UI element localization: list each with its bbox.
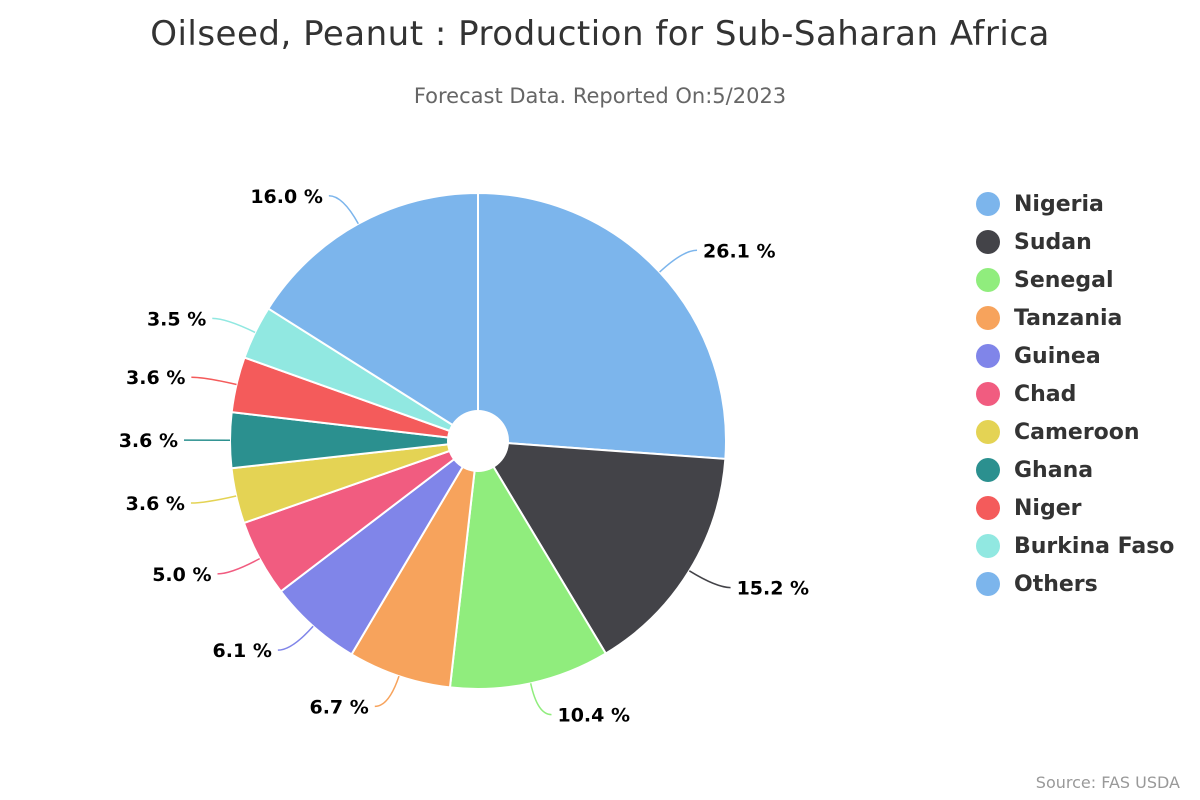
legend-label: Tanzania xyxy=(1014,305,1123,331)
pie-center-hole xyxy=(447,410,509,472)
legend-item-others[interactable]: Others xyxy=(976,565,1174,603)
legend-item-nigeria[interactable]: Nigeria xyxy=(976,185,1174,223)
slice-label: 15.2 % xyxy=(737,578,810,600)
legend-label: Ghana xyxy=(1014,457,1094,483)
legend-label: Nigeria xyxy=(1014,191,1104,217)
legend-swatch xyxy=(976,496,1000,520)
slice-label: 6.7 % xyxy=(309,696,368,718)
legend-swatch xyxy=(976,230,1000,254)
slice-labels: 26.1 % 15.2 % 10.4 % 6.7 % 6.1 % 5.0 % 3.6 % 3.… xyxy=(119,186,809,727)
legend-label: Chad xyxy=(1014,381,1077,407)
legend-swatch xyxy=(976,458,1000,482)
legend-label: Others xyxy=(1014,571,1098,597)
legend-swatch xyxy=(976,382,1000,406)
legend-swatch xyxy=(976,192,1000,216)
legend-item-chad[interactable]: Chad xyxy=(976,375,1174,413)
slice-connector xyxy=(217,557,261,575)
slice-connector xyxy=(374,675,400,708)
slice-label: 3.6 % xyxy=(126,493,185,515)
legend-swatch xyxy=(976,572,1000,596)
slice-label: 3.6 % xyxy=(119,430,178,452)
slice-connector xyxy=(659,249,698,273)
legend-swatch xyxy=(976,344,1000,368)
legend-item-tanzania[interactable]: Tanzania xyxy=(976,299,1174,337)
slice-connector xyxy=(277,625,314,651)
legend-label: Cameroon xyxy=(1014,419,1140,445)
legend-item-guinea[interactable]: Guinea xyxy=(976,337,1174,375)
slice-label: 3.6 % xyxy=(126,367,185,389)
legend-item-burkina-faso[interactable]: Burkina Faso xyxy=(976,527,1174,565)
pie-slice-senegal[interactable] xyxy=(448,437,608,690)
legend-swatch xyxy=(976,306,1000,330)
legend-label: Senegal xyxy=(1014,267,1114,293)
slice-connector xyxy=(328,195,359,225)
legend-label: Guinea xyxy=(1014,343,1101,369)
slice-connector xyxy=(191,376,237,386)
legend-label: Sudan xyxy=(1014,229,1092,255)
legend-item-sudan[interactable]: Sudan xyxy=(976,223,1174,261)
slice-label: 5.0 % xyxy=(152,564,211,586)
legend-label: Burkina Faso xyxy=(1014,533,1175,559)
legend-item-ghana[interactable]: Ghana xyxy=(976,451,1174,489)
chart-legend: Nigeria Sudan Senegal Tanzania Guinea Chad Cam… xyxy=(976,185,1174,603)
slice-label: 6.1 % xyxy=(213,640,272,662)
slice-connector xyxy=(212,317,256,334)
legend-item-senegal[interactable]: Senegal xyxy=(976,261,1174,299)
slice-label: 16.0 % xyxy=(250,186,323,208)
legend-label: Niger xyxy=(1014,495,1082,521)
legend-swatch xyxy=(976,534,1000,558)
chart-subtitle: Forecast Data. Reported On:5/2023 xyxy=(413,84,787,108)
slice-connector xyxy=(688,570,731,589)
slice-label: 3.5 % xyxy=(147,308,206,330)
chart-source: Source: FAS USDA xyxy=(1035,773,1180,792)
slice-label: 10.4 % xyxy=(557,705,630,727)
slice-label: 26.1 % xyxy=(703,240,776,262)
legend-swatch xyxy=(976,268,1000,292)
pie-slice-nigeria[interactable] xyxy=(477,191,727,461)
legend-item-niger[interactable]: Niger xyxy=(976,489,1174,527)
slice-connector xyxy=(190,495,237,504)
chart-title: Oilseed, Peanut : Production for Sub-Sah… xyxy=(150,14,1050,54)
slice-connector xyxy=(529,683,552,716)
legend-swatch xyxy=(976,420,1000,444)
pie-slice-sudan[interactable] xyxy=(476,439,727,655)
legend-item-cameroon[interactable]: Cameroon xyxy=(976,413,1174,451)
